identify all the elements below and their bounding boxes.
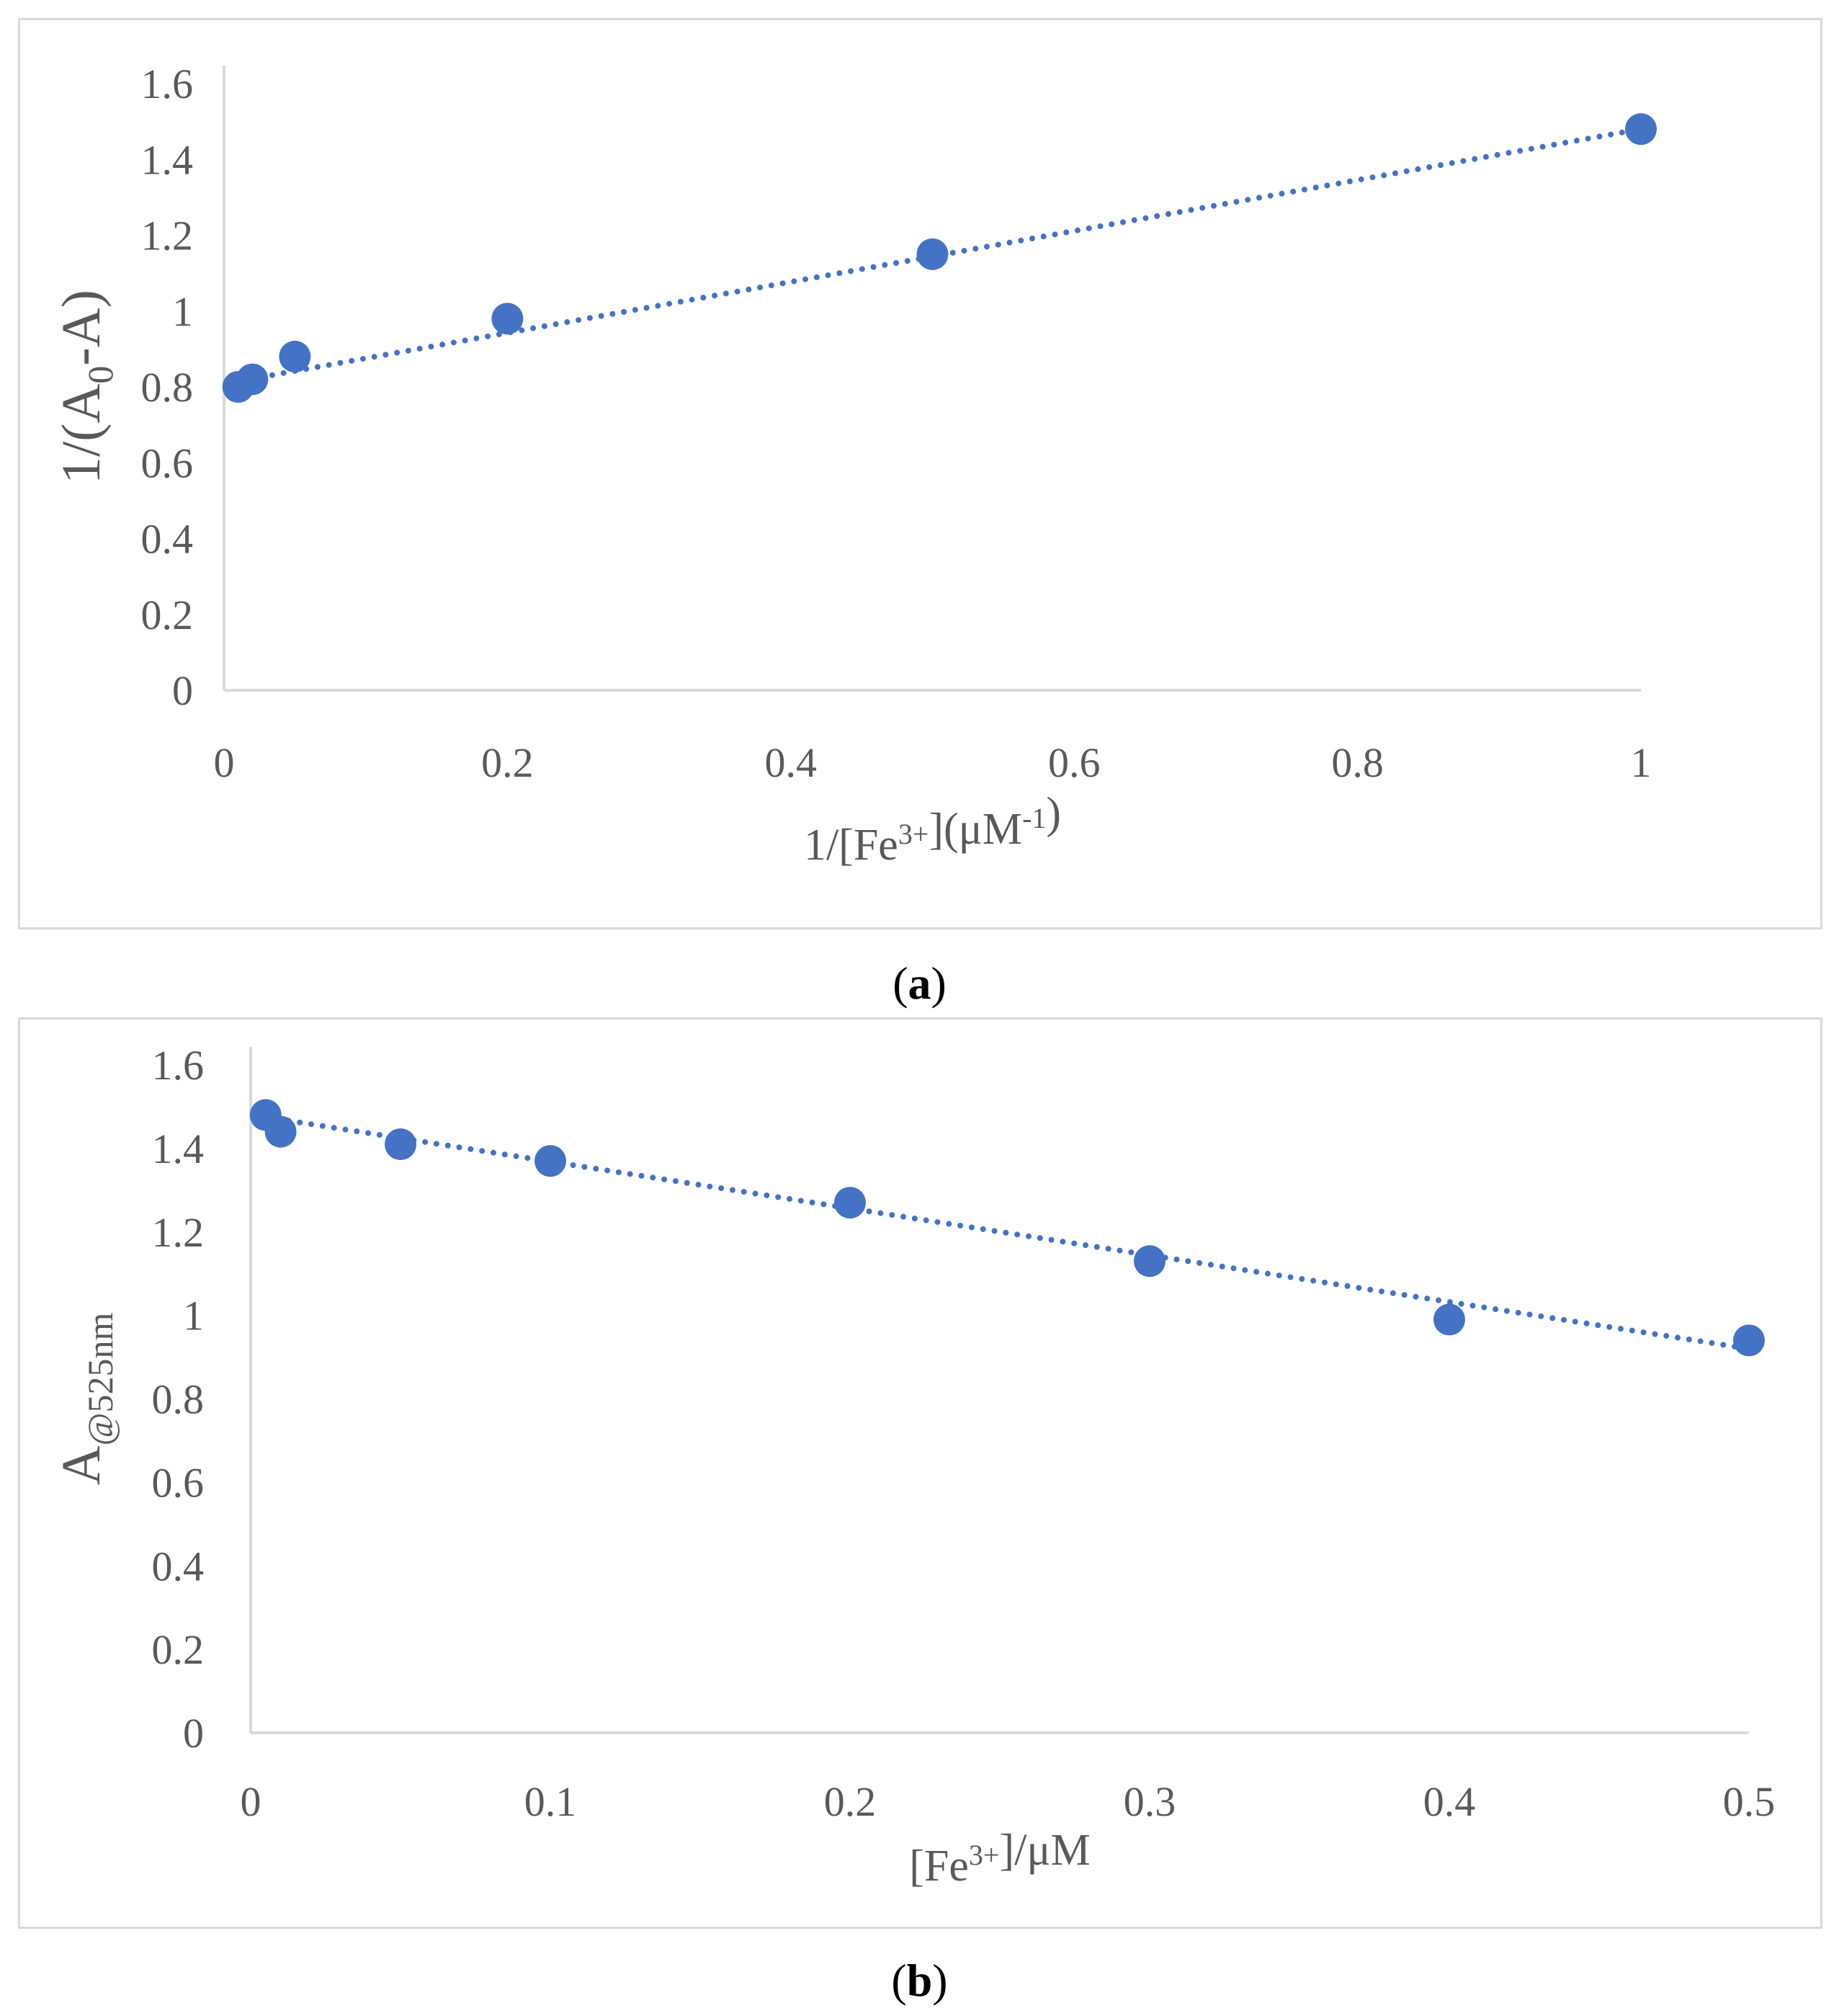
y-tick-label: 1.4: [152, 1125, 205, 1172]
caption-a: (a): [892, 958, 947, 1009]
data-point: [264, 1115, 297, 1148]
data-point: [834, 1187, 866, 1219]
y-tick-label: 1: [183, 1293, 204, 1339]
x-tick-label: 0.3: [1124, 1778, 1176, 1825]
x-tick-label: 0.6: [1048, 739, 1101, 786]
data-point: [491, 303, 524, 335]
x-axis-label: [Fe3+]/μM: [909, 1826, 1090, 1891]
x-tick-label: 0.2: [481, 739, 534, 786]
y-tick-label: 0: [183, 1710, 204, 1757]
x-tick-label: 0.4: [765, 739, 818, 786]
x-tick-label: 0.5: [1723, 1778, 1776, 1825]
y-tick-label: 0.2: [152, 1626, 205, 1673]
x-axis-label: 1/[Fe3+](μM-1): [804, 789, 1061, 870]
chart-a: 0 0.2 0.4 0.6 0.8 1 1.2 1.4 1.6 0 0.2 0.4 0.6 0.8 1 1/[…: [51, 61, 1657, 870]
x-tick-label: 0: [214, 739, 235, 786]
data-point: [1625, 113, 1657, 146]
trendline: [262, 1114, 1752, 1352]
x-tick-label: 0.1: [524, 1778, 577, 1825]
x-tick-label: 0: [241, 1778, 261, 1825]
x-tick-label: 0.2: [824, 1778, 877, 1825]
chart-panel-a: 0 0.2 0.4 0.6 0.8 1 1.2 1.4 1.6 0 0.2 0.4 0.6 0.8 1 1/[…: [18, 18, 1822, 929]
data-point: [1433, 1303, 1465, 1336]
data-point: [916, 238, 949, 270]
caption-b: (b): [891, 1955, 948, 2006]
x-tick-label: 0.4: [1423, 1778, 1476, 1825]
y-tick-label: 0.2: [141, 592, 194, 638]
y-tick-label: 0.6: [152, 1459, 205, 1506]
data-point: [279, 340, 311, 373]
y-tick-label: 0: [172, 667, 193, 714]
y-tick-label: 1.2: [152, 1209, 205, 1256]
y-axis-label: 1/(A0-A): [51, 290, 120, 484]
y-tick-label: 1: [172, 288, 193, 335]
y-tick-label: 1.4: [141, 136, 194, 183]
x-tick-label: 0.8: [1331, 739, 1384, 786]
data-point: [1134, 1245, 1165, 1277]
y-tick-label: 0.8: [141, 364, 194, 411]
y-tick-label: 0.4: [141, 516, 194, 563]
data-point: [1733, 1324, 1765, 1357]
data-point: [236, 363, 269, 396]
x-tick-label: 1: [1631, 739, 1652, 786]
data-point: [534, 1145, 566, 1177]
y-tick-label: 1.6: [152, 1042, 205, 1089]
data-point: [385, 1128, 416, 1161]
y-tick-label: 0.6: [141, 440, 194, 486]
y-tick-label: 0.4: [152, 1543, 205, 1589]
y-tick-label: 0.8: [152, 1376, 205, 1423]
y-tick-label: 1.2: [141, 213, 194, 259]
chart-b: 0 0.2 0.4 0.6 0.8 1 1.2 1.4 1.6 0 0.1 0.2 0.3 0.4 0.5 […: [51, 1042, 1776, 1891]
y-tick-label: 1.6: [141, 61, 194, 107]
y-axis-label: A@525nm: [51, 1312, 120, 1485]
chart-panel-b: 0 0.2 0.4 0.6 0.8 1 1.2 1.4 1.6 0 0.1 0.2 0.3 0.4 0.5 […: [18, 1017, 1822, 1929]
